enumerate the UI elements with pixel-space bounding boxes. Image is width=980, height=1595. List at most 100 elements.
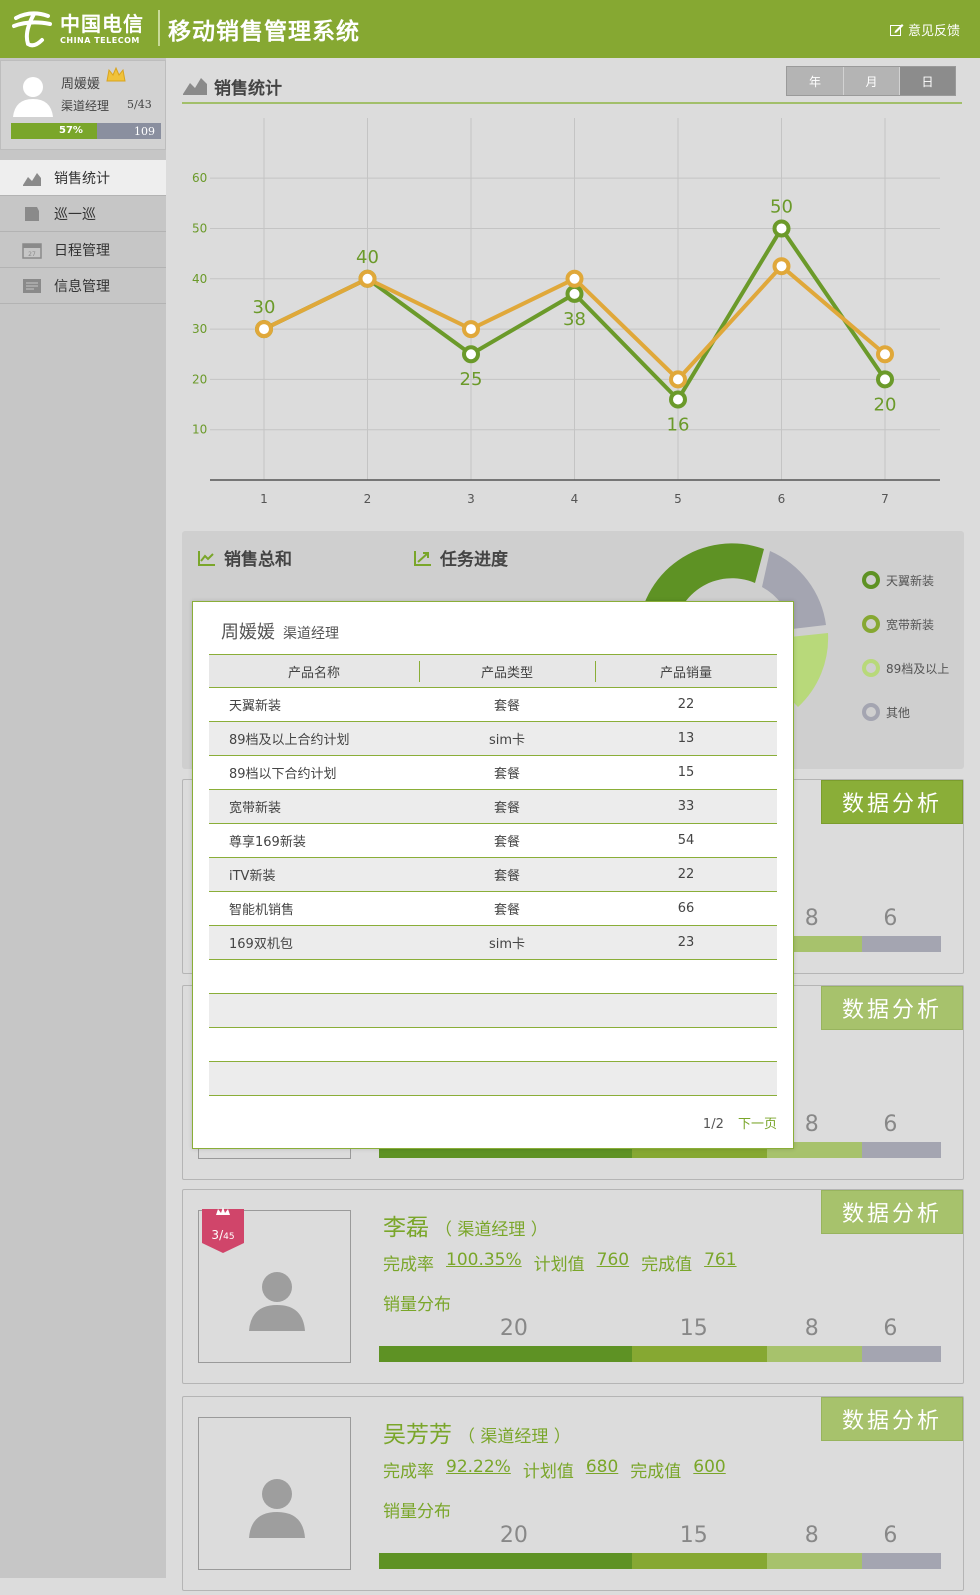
empty-cell xyxy=(595,1061,777,1096)
completion-label: 完成率 xyxy=(383,1255,434,1275)
empty-table-row xyxy=(209,1027,777,1062)
profile-rank: 5/43 xyxy=(127,98,152,111)
data-analysis-button[interactable]: 数据分析 xyxy=(821,780,963,824)
table-row[interactable]: 智能机销售 套餐 66 xyxy=(209,891,777,926)
table-header-row: 产品名称 产品类型 产品销量 xyxy=(209,654,777,688)
legend-label: 89档及以上 xyxy=(886,661,950,676)
sales-distribution-values: 20 15 8 6 xyxy=(379,1316,941,1342)
next-page-link[interactable]: 下一页 xyxy=(737,1117,777,1132)
table-row[interactable]: 89档及以上合约计划 sim卡 13 xyxy=(209,721,777,756)
done-value[interactable]: 600 xyxy=(693,1457,726,1477)
data-analysis-button[interactable]: 数据分析 xyxy=(821,1190,963,1234)
person-silhouette-icon xyxy=(249,1272,305,1331)
product-sales-table: 产品名称 产品类型 产品销量 天翼新装 套餐 22 89档及以上合约计划 sim卡 13 8… xyxy=(209,654,777,1096)
dist-value: 8 xyxy=(804,906,819,931)
column-header: 产品销量 xyxy=(595,654,777,688)
table-row[interactable]: 天翼新装 套餐 22 xyxy=(209,687,777,722)
distribution-label: 销量分布 xyxy=(383,1502,451,1522)
sidebar-item-label: 信息管理 xyxy=(54,278,110,295)
chart-icon xyxy=(23,172,41,186)
completion-value[interactable]: 100.35% xyxy=(446,1250,522,1270)
telecom-logo-icon xyxy=(12,11,52,48)
dist-value: 8 xyxy=(804,1523,819,1548)
sidebar-item-label: 日程管理 xyxy=(54,242,110,259)
period-month-button[interactable]: 月 xyxy=(843,67,899,95)
dist-value: 6 xyxy=(883,906,898,931)
table-row[interactable]: 尊享169新装 套餐 54 xyxy=(209,823,777,858)
sidebar-item-patrol[interactable]: 巡一巡 xyxy=(0,196,166,232)
feedback-link[interactable]: 意见反馈 xyxy=(889,20,960,39)
period-day-button[interactable]: 日 xyxy=(899,67,955,95)
completion-label: 完成率 xyxy=(383,1462,434,1482)
sales-distribution-bar xyxy=(379,1553,941,1569)
y-tick-label: 20 xyxy=(192,372,207,386)
empty-cell xyxy=(419,1027,595,1062)
data-point xyxy=(669,370,687,389)
staff-name-text: 吴芳芳 xyxy=(383,1422,452,1448)
sidebar-item-messages[interactable]: 信息管理 xyxy=(0,268,166,304)
data-point xyxy=(669,390,687,409)
x-tick-label: 2 xyxy=(364,492,372,506)
sidebar-item-schedule[interactable]: 27 日程管理 xyxy=(0,232,166,268)
data-label: 40 xyxy=(356,247,379,268)
page-indicator: 1/2 xyxy=(702,1117,724,1132)
done-value[interactable]: 761 xyxy=(704,1250,737,1270)
product-name-cell: 尊享169新装 xyxy=(209,823,419,858)
message-icon xyxy=(23,278,41,293)
legend-ring-icon xyxy=(862,703,880,721)
staff-name-text: 李磊 xyxy=(383,1215,429,1241)
dist-segment xyxy=(862,1142,941,1158)
tab-sales-total-label: 销售总和 xyxy=(224,550,292,570)
plan-value[interactable]: 680 xyxy=(585,1457,619,1477)
column-header: 产品类型 xyxy=(419,654,595,688)
staff-photo[interactable]: 3/45 xyxy=(198,1207,351,1363)
profile-name: 周媛媛 xyxy=(61,77,101,92)
legend-ring-icon xyxy=(862,571,880,589)
product-qty-cell: 66 xyxy=(595,891,777,926)
dist-value: 20 xyxy=(499,1316,528,1341)
sidebar-item-sales-stats[interactable]: 销售统计 xyxy=(0,160,166,196)
table-row[interactable]: 169双机包 sim卡 23 xyxy=(209,925,777,960)
data-label: 38 xyxy=(563,309,586,330)
table-row[interactable]: 89档以下合约计划 套餐 15 xyxy=(209,755,777,790)
chart-icon xyxy=(183,78,207,95)
dist-value: 8 xyxy=(804,1316,819,1341)
data-label: 16 xyxy=(667,415,690,436)
dist-value: 8 xyxy=(804,1112,819,1137)
dist-value: 15 xyxy=(679,1316,708,1341)
legend-label: 宽带新装 xyxy=(886,617,935,632)
profile-card: 周媛媛 渠道经理 5/43 57% 109 xyxy=(0,60,166,150)
period-year-button[interactable]: 年 xyxy=(787,67,843,95)
data-point xyxy=(772,257,791,276)
table-row[interactable]: 宽带新装 套餐 33 xyxy=(209,789,777,824)
x-tick-label: 4 xyxy=(571,492,579,506)
data-label: 50 xyxy=(770,196,793,217)
table-row[interactable]: iTV新装 套餐 22 xyxy=(209,857,777,892)
plan-value[interactable]: 760 xyxy=(596,1250,630,1270)
product-qty-cell: 22 xyxy=(595,857,777,892)
product-qty-cell: 54 xyxy=(595,823,777,858)
staff-photo[interactable] xyxy=(198,1417,351,1570)
legend-item: 天翼新装 xyxy=(862,571,949,589)
data-analysis-button[interactable]: 数据分析 xyxy=(821,986,963,1030)
avatar-icon xyxy=(13,77,53,117)
data-analysis-button[interactable]: 数据分析 xyxy=(821,1397,963,1441)
empty-table-row xyxy=(209,993,777,1028)
data-point xyxy=(876,370,894,389)
profile-progress-fill xyxy=(11,123,97,139)
legend-item: 89档及以上 xyxy=(862,659,949,677)
y-tick-label: 10 xyxy=(192,423,207,437)
product-qty-cell: 33 xyxy=(595,789,777,824)
data-point xyxy=(565,284,584,303)
product-type-cell: 套餐 xyxy=(419,823,595,858)
product-qty-cell: 22 xyxy=(595,687,777,722)
completion-value[interactable]: 92.22% xyxy=(446,1457,511,1477)
header-divider xyxy=(158,10,160,46)
popup-role: 渠道经理 xyxy=(283,626,339,642)
product-type-cell: 套餐 xyxy=(419,891,595,926)
empty-cell xyxy=(209,959,419,994)
tab-task-progress[interactable]: 任务进度 xyxy=(414,545,508,570)
empty-cell xyxy=(595,959,777,994)
china-telecom-logo[interactable]: 中国电信 CHINA TELECOM xyxy=(8,6,156,50)
tab-sales-total[interactable]: 销售总和 xyxy=(198,545,292,570)
